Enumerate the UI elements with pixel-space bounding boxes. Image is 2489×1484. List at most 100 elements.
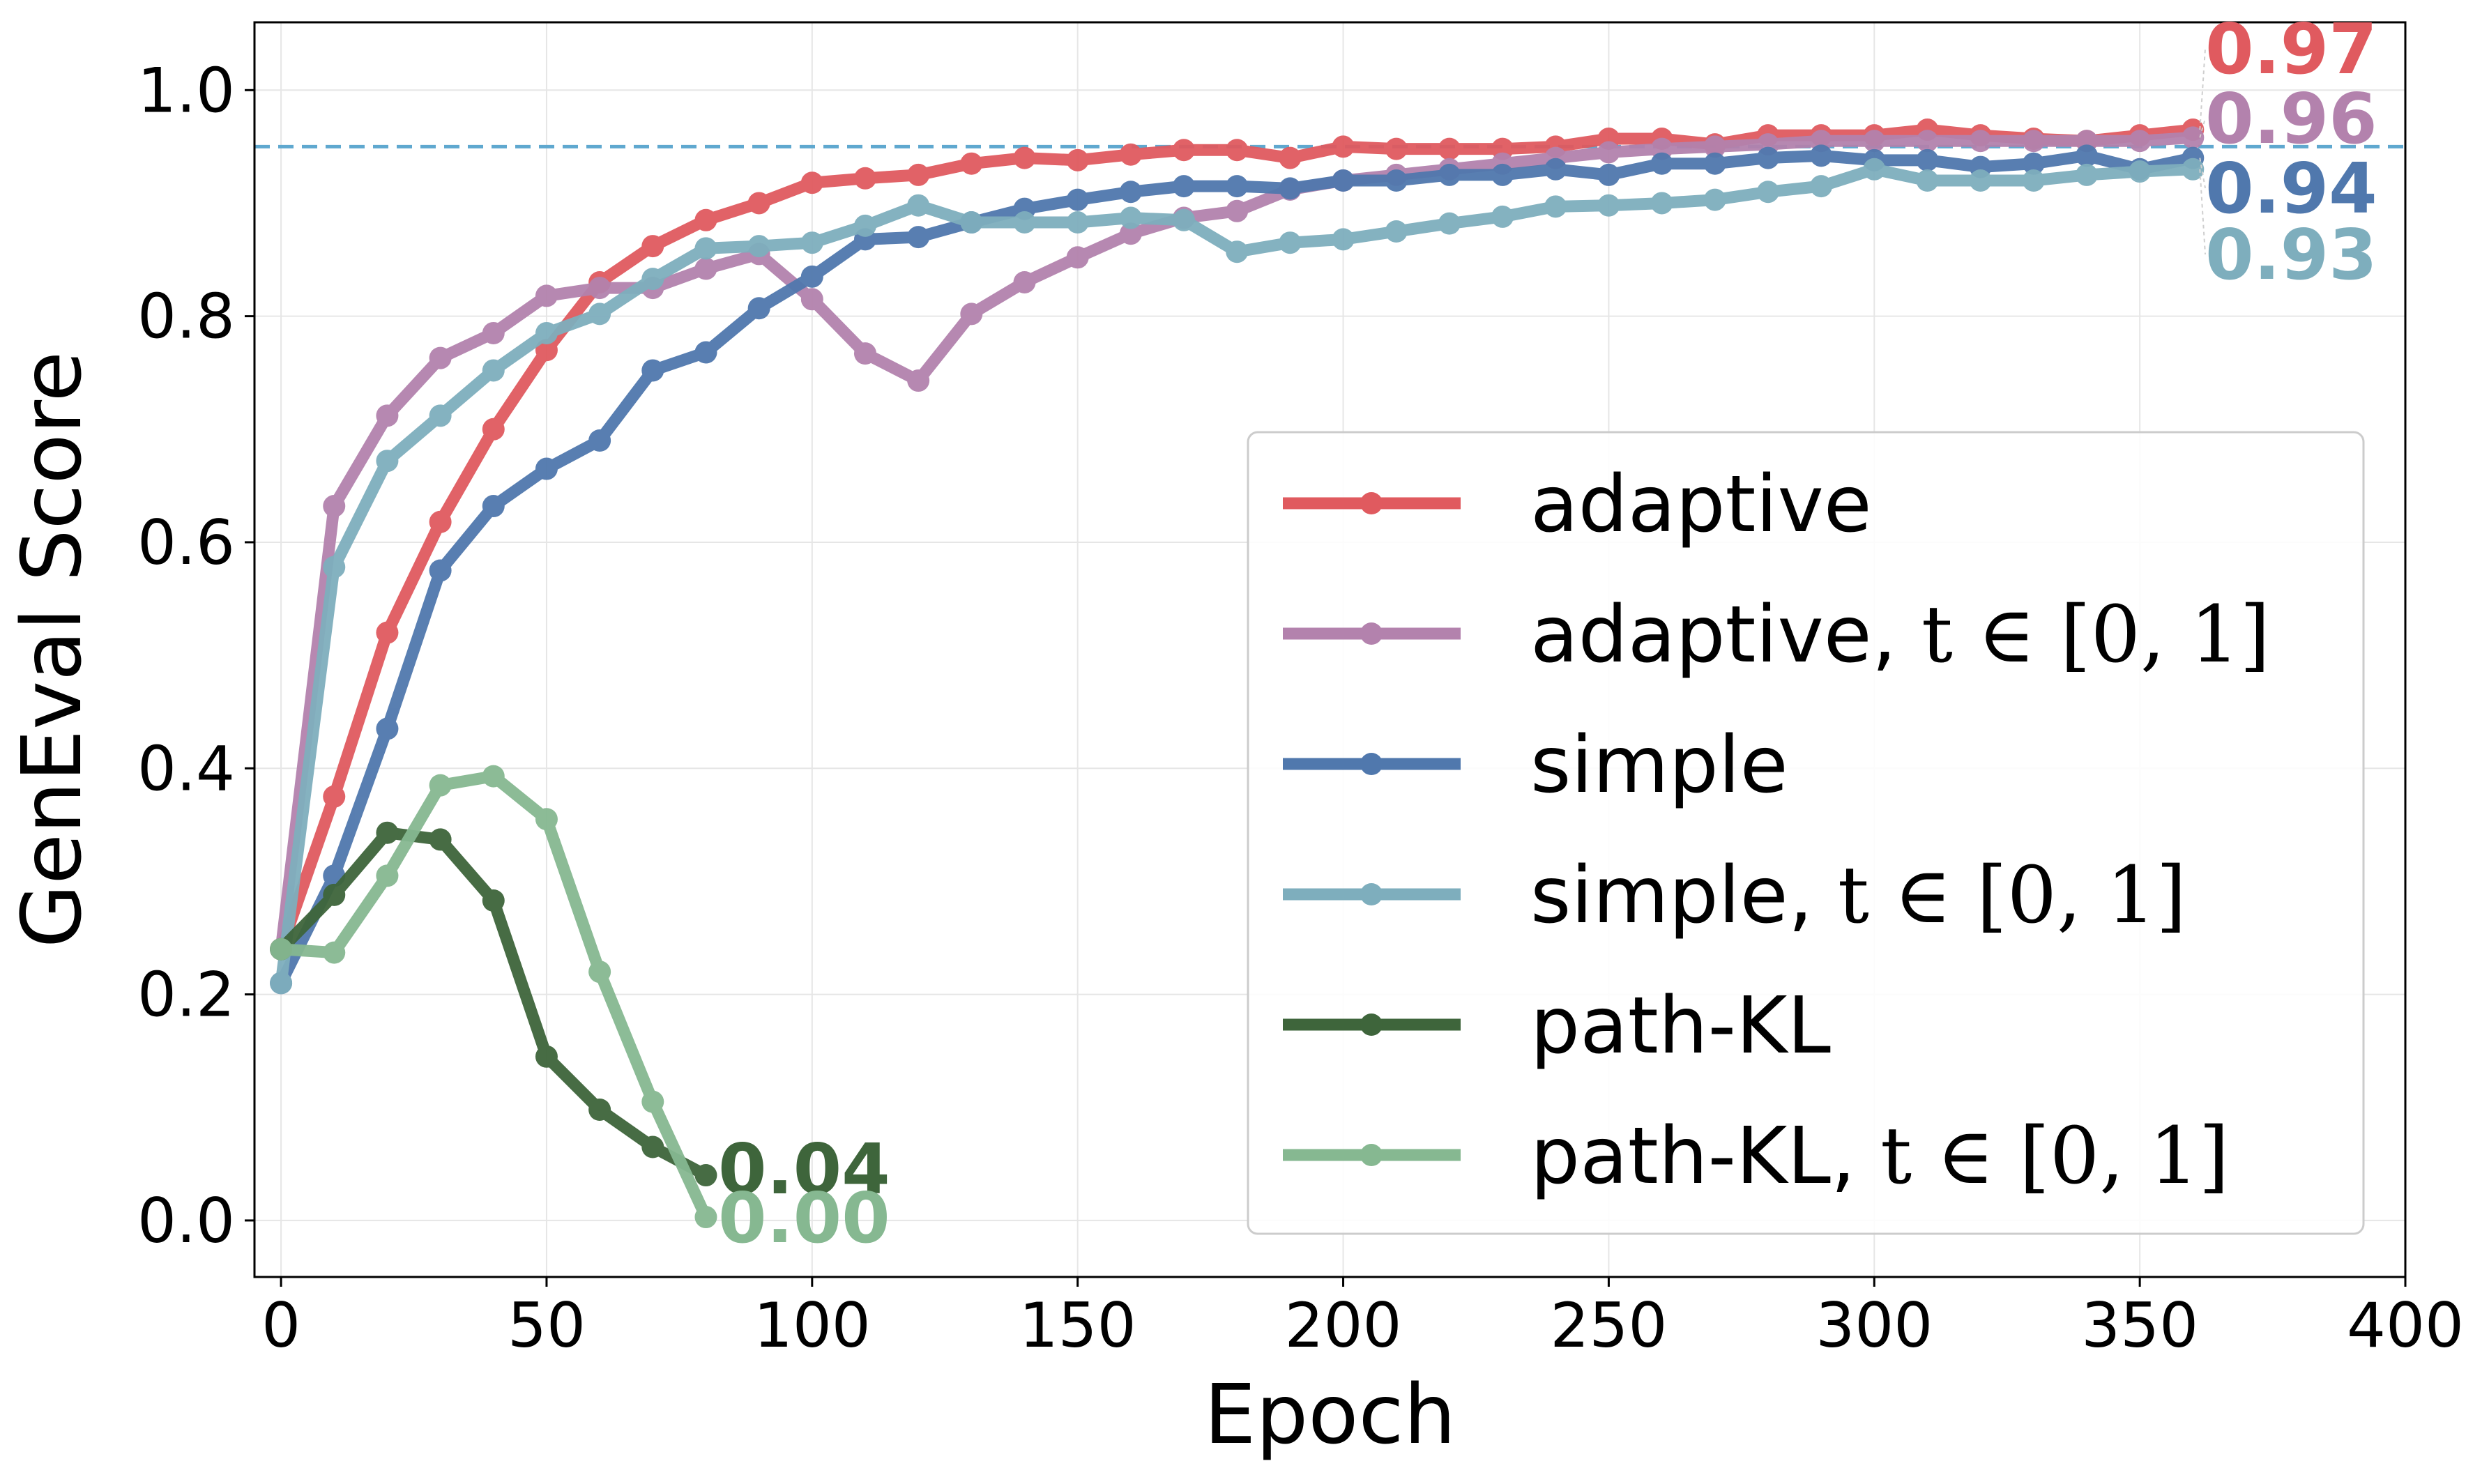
end-value-label: 0.94 (2205, 148, 2377, 229)
end-label-leader (2199, 118, 2206, 138)
data-point (907, 369, 930, 392)
data-point (1066, 148, 1089, 171)
data-point (960, 303, 983, 326)
data-point (270, 972, 293, 995)
legend-label-main: path-KL, (1530, 1111, 1880, 1202)
x-tick-label: 200 (1285, 1290, 1402, 1361)
data-point (960, 152, 983, 175)
data-point (1597, 141, 1620, 164)
y-tick-label: 1.0 (137, 54, 235, 126)
data-point (323, 941, 346, 964)
data-point (1597, 194, 1620, 217)
legend-swatch-marker (1360, 492, 1383, 514)
legend-box (1247, 431, 2365, 1235)
data-point (1013, 270, 1036, 293)
x-tick-label: 150 (1019, 1290, 1136, 1361)
data-point (2022, 169, 2045, 192)
data-point (1013, 211, 1036, 234)
data-point (1916, 169, 1939, 192)
data-point (1173, 175, 1196, 198)
data-point (482, 321, 505, 344)
data-point (853, 342, 876, 365)
data-point (1916, 148, 1939, 171)
end-value-label: 0.93 (2205, 214, 2377, 296)
data-point (1332, 169, 1355, 192)
y-tick-label: 0.6 (137, 507, 235, 579)
data-point (323, 883, 346, 906)
data-point (1438, 212, 1461, 235)
data-point (2022, 152, 2045, 175)
data-point (1650, 152, 1673, 175)
data-point (2182, 126, 2205, 149)
data-point (2129, 160, 2152, 183)
data-point (2129, 130, 2152, 153)
data-point (323, 495, 346, 518)
x-tick-label: 250 (1550, 1290, 1667, 1361)
data-point (429, 510, 452, 533)
data-point (1438, 163, 1461, 186)
y-axis-label: GenEval Score (3, 351, 100, 948)
data-point (535, 1045, 558, 1068)
legend-label-main: simple (1530, 720, 1788, 811)
data-point (747, 297, 770, 320)
data-point (1279, 146, 1302, 169)
data-point (1173, 139, 1196, 162)
legend-label: adaptive, t ∈ [0, 1] (1530, 590, 2270, 680)
data-point (641, 1135, 664, 1158)
data-point (1863, 130, 1886, 153)
data-point (1066, 246, 1089, 269)
data-point (482, 418, 505, 441)
legend-item: simple, t ∈ [0, 1] (1283, 850, 2186, 941)
data-point (482, 359, 505, 382)
data-point (800, 265, 823, 288)
legend: adaptive adaptive, t ∈ [0, 1] simple simple… (1247, 431, 2365, 1235)
data-point (376, 717, 399, 740)
data-point (1597, 163, 1620, 186)
data-point (588, 961, 611, 984)
data-point (1703, 188, 1726, 211)
legend-item: path-KL, t ∈ [0, 1] (1283, 1111, 2229, 1202)
legend-label-math: t ∈ [0, 1] (1880, 1111, 2229, 1202)
data-point (1438, 137, 1461, 160)
end-value-label: 0.96 (2205, 78, 2377, 160)
legend-item: adaptive, t ∈ [0, 1] (1283, 590, 2270, 680)
data-point (800, 231, 823, 254)
plot-frame (253, 21, 2407, 1278)
data-point (1810, 175, 1833, 198)
data-point (1119, 206, 1142, 229)
data-point (960, 211, 983, 234)
data-point (1385, 169, 1408, 192)
data-point (853, 167, 876, 190)
legend-swatch-marker (1360, 883, 1383, 905)
data-point (1863, 158, 1886, 181)
data-point (800, 171, 823, 194)
data-point (376, 404, 399, 427)
data-point (800, 288, 823, 311)
data-point (907, 194, 930, 217)
data-point (907, 226, 930, 249)
legend-label-main: path-KL (1530, 981, 1831, 1071)
data-point (1173, 208, 1196, 231)
legend-label-main: adaptive, (1530, 590, 1921, 680)
legend-swatch-marker (1360, 1144, 1383, 1166)
legend-item: simple (1283, 720, 1788, 811)
x-tick-label: 350 (2081, 1290, 2198, 1361)
data-point (535, 457, 558, 480)
data-point (588, 1099, 611, 1121)
data-point (429, 559, 452, 582)
data-point (641, 268, 664, 291)
data-point (376, 864, 399, 887)
data-point (2075, 163, 2098, 186)
data-point (694, 341, 717, 364)
legend-swatch-marker (1360, 622, 1383, 645)
series-path-kl-t-0-1- (270, 765, 717, 1229)
data-point (588, 429, 611, 452)
legend-item: adaptive (1283, 459, 1872, 550)
x-tick-label: 100 (754, 1290, 871, 1361)
y-tick-label: 0.2 (137, 959, 235, 1031)
data-point (1491, 205, 1514, 228)
data-point (376, 450, 399, 473)
data-point (1703, 135, 1726, 158)
x-tick-label: 50 (508, 1290, 586, 1361)
